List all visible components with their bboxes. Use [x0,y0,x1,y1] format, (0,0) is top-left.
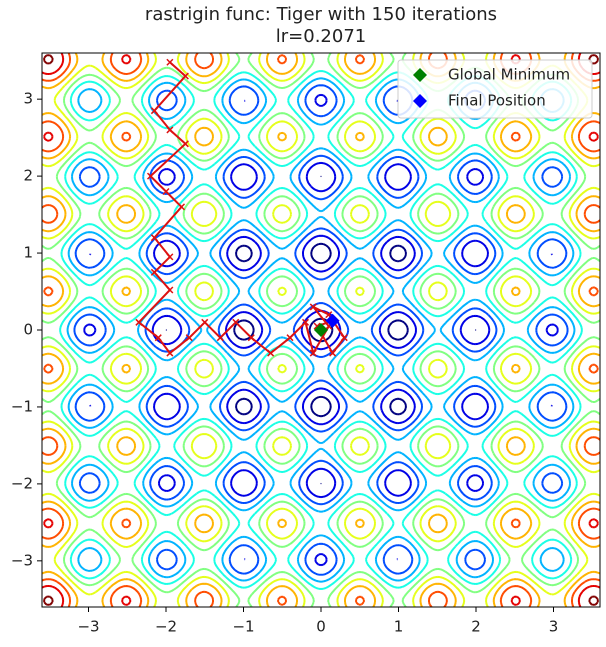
chart-title: rastrigin func: Tiger with 150 iteration… [145,4,497,25]
path-marker [166,349,174,357]
contour-line [42,53,600,607]
y-tick-label: 2 [23,167,33,185]
x-tick-label: 1 [394,618,404,636]
y-tick-label: −1 [11,397,33,415]
path-marker [340,334,348,342]
path-marker [232,318,240,326]
contour-line [165,175,477,485]
path-marker [166,58,174,66]
point-marker [314,323,328,337]
y-tick-label: 3 [23,90,33,108]
path-marker [181,72,189,80]
path-marker [286,334,294,342]
path-marker [309,349,317,357]
path-marker [301,318,310,326]
path-marker [309,303,317,311]
path-marker [216,334,224,342]
contour-line [42,53,600,607]
path-marker [177,203,186,211]
path-marker [150,234,158,242]
path-marker [247,334,255,342]
x-tick-label: 0 [316,618,326,636]
path-marker [135,318,143,326]
path-marker [166,286,174,294]
path-marker [166,253,174,261]
legend-label: Final Position [448,92,546,110]
point-marker [325,313,340,328]
path-marker [146,172,155,180]
x-tick-label: −1 [232,618,254,636]
legend-box [397,59,593,119]
path-marker [166,126,174,134]
plot-area [42,53,600,607]
y-tick-label: 1 [23,244,33,262]
path-marker [162,187,170,196]
path-marker [267,349,275,357]
path-marker [154,334,162,342]
path-marker [201,318,209,326]
y-tick-label: −2 [11,474,33,492]
x-tick-label: 3 [549,618,559,636]
path-marker [150,268,158,276]
path-marker [150,107,158,115]
contour-line [42,53,600,607]
legend-label: Global Minimum [448,66,570,84]
contour-line [73,84,569,576]
path-marker [185,334,193,342]
x-tick-label: 2 [471,618,481,636]
contour-line [66,77,576,583]
legend-marker [413,68,427,82]
y-tick-label: −3 [11,551,33,569]
path-marker [181,140,189,148]
x-tick-label: −2 [155,618,177,636]
contour-line [42,53,600,607]
y-tick-label: 0 [23,321,33,339]
x-tick-label: −3 [77,618,99,636]
chart-subtitle: lr=0.2071 [276,26,366,47]
path-marker [329,349,337,357]
legend-marker [413,94,427,108]
contour-line [59,70,583,590]
